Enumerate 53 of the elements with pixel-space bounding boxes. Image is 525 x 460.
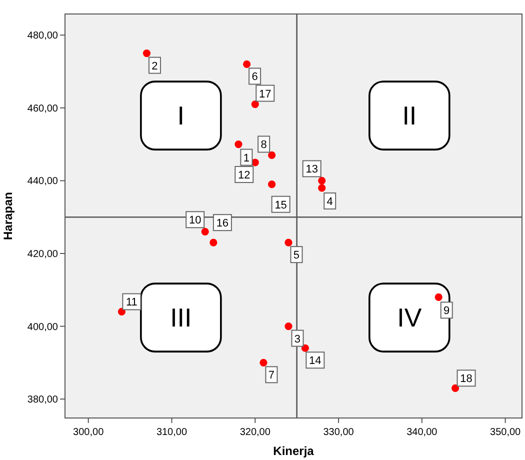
x-tick-label: 310,00 — [156, 427, 188, 438]
annotation: 13 — [306, 164, 318, 176]
annotation: 6 — [252, 71, 258, 84]
annotation: 7 — [268, 370, 275, 382]
x-tick-label: 340,00 — [406, 427, 438, 438]
point — [451, 384, 460, 392]
annotation: 12 — [238, 169, 250, 182]
annotation: 18 — [460, 373, 472, 386]
point — [318, 176, 326, 184]
point — [284, 322, 292, 330]
annotation: 5 — [293, 250, 300, 262]
y-tick-label: 440,00 — [27, 176, 58, 188]
point — [201, 228, 209, 236]
annotation: 1 — [243, 152, 250, 164]
point — [318, 184, 326, 192]
point — [301, 344, 309, 352]
annotation: 4 — [326, 196, 333, 208]
point — [118, 308, 126, 316]
x-tick-label: 350,00 — [490, 427, 522, 438]
point — [260, 358, 268, 366]
y-tick-label: 400,00 — [27, 322, 58, 333]
annotation: 15 — [274, 199, 287, 212]
annotation: I — [177, 100, 185, 131]
x-tick-label: 330,00 — [323, 427, 354, 438]
point — [434, 293, 442, 301]
annotation: 10 — [188, 214, 202, 227]
y-tick-label: 480,00 — [27, 30, 58, 42]
annotation: II — [402, 100, 417, 131]
y-tick-label: 420,00 — [27, 248, 58, 260]
point — [243, 60, 251, 68]
annotation: 3 — [294, 333, 301, 346]
point — [142, 50, 151, 58]
point — [268, 151, 276, 160]
point — [284, 238, 292, 246]
annotation: 14 — [309, 355, 322, 368]
annotation: III — [170, 302, 192, 333]
annotation: 8 — [260, 139, 267, 152]
annotation: 9 — [444, 305, 450, 318]
x-axis-title: Kinerja — [273, 444, 314, 458]
point — [268, 180, 276, 188]
annotation: 2 — [152, 60, 158, 72]
y-tick-label: 380,00 — [27, 394, 58, 406]
annotation: IV — [397, 302, 422, 333]
x-tick-label: 300,00 — [73, 427, 104, 438]
annotation: 11 — [126, 296, 138, 309]
point — [234, 140, 242, 148]
y-tick-label: 460,00 — [27, 103, 58, 114]
annotation: 17 — [259, 88, 272, 100]
point — [251, 100, 259, 108]
annotation: 16 — [216, 218, 229, 230]
x-tick-label: 320,00 — [240, 427, 271, 438]
point — [210, 238, 218, 246]
y-axis-title: Harapan — [1, 192, 15, 240]
